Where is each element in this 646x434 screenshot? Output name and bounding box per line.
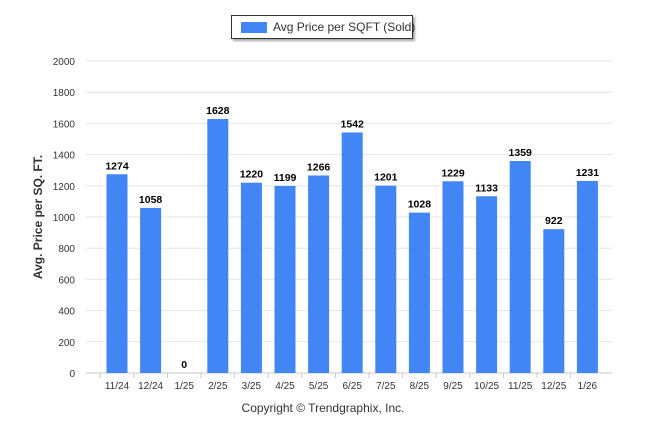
- bar: [240, 182, 262, 373]
- data-label: 1058: [139, 194, 163, 206]
- x-tick-label: 3/25: [242, 381, 262, 392]
- x-tick-label: 12/25: [541, 381, 566, 392]
- data-label: 1359: [509, 147, 533, 159]
- y-tick-label: 600: [58, 275, 75, 286]
- x-tick-label: 4/25: [275, 381, 295, 392]
- bar: [576, 180, 598, 373]
- x-tick-label: 1/25: [174, 381, 194, 392]
- y-tick-label: 1600: [53, 119, 76, 130]
- legend-label: Avg Price per SQFT (Sold): [273, 20, 416, 34]
- y-tick-label: 1000: [53, 213, 76, 224]
- data-label: 1220: [240, 169, 264, 181]
- y-tick-label: 2000: [53, 57, 76, 68]
- x-tick-label: 1/26: [578, 381, 598, 392]
- legend: Avg Price per SQFT (Sold): [231, 15, 416, 39]
- y-tick-label: 800: [58, 244, 75, 255]
- y-tick-label: 200: [58, 338, 75, 349]
- data-label: 1266: [307, 162, 331, 174]
- bar: [509, 160, 531, 373]
- data-label: 1133: [475, 182, 498, 194]
- x-tick-label: 9/25: [443, 381, 463, 392]
- legend-swatch: [241, 22, 267, 33]
- y-tick-label: 1200: [53, 182, 76, 193]
- bar: [476, 196, 498, 373]
- x-tick-label: 11/25: [508, 381, 533, 392]
- x-tick-label: 5/25: [309, 381, 329, 392]
- x-tick-label: 2/25: [208, 381, 228, 392]
- y-tick-label: 1400: [53, 151, 76, 162]
- bar: [106, 174, 128, 373]
- bar: [140, 207, 162, 373]
- y-tick-label: 0: [69, 369, 75, 380]
- bar: [341, 132, 363, 373]
- bar: [274, 185, 296, 373]
- data-label: 1028: [408, 199, 432, 211]
- data-label: 1231: [576, 167, 600, 179]
- bar: [375, 185, 397, 373]
- bar: [308, 175, 330, 373]
- x-tick-label: 10/25: [474, 381, 499, 392]
- data-label: 1274: [105, 160, 129, 172]
- data-label: 1229: [441, 167, 465, 179]
- data-label: 1628: [206, 105, 230, 117]
- x-tick-label: 8/25: [410, 381, 430, 392]
- data-label: 0: [181, 359, 187, 371]
- x-tick-label: 12/24: [138, 381, 163, 392]
- x-tick-label: 7/25: [376, 381, 396, 392]
- y-tick-label: 1800: [53, 88, 76, 99]
- y-axis-title: Avg. Price per SQ. FT.: [31, 155, 45, 279]
- x-tick-label: 6/25: [342, 381, 362, 392]
- y-tick-label: 400: [58, 307, 75, 318]
- data-label: 922: [545, 215, 563, 227]
- bar: [408, 212, 430, 373]
- copyright-text: Copyright © Trendgraphix, Inc.: [241, 401, 405, 415]
- bar: [442, 181, 464, 373]
- bar: [543, 229, 565, 373]
- data-label: 1199: [274, 172, 297, 184]
- data-label: 1542: [341, 118, 365, 130]
- bar: [207, 119, 229, 373]
- data-label: 1201: [374, 172, 398, 184]
- x-tick-label: 11/24: [105, 381, 130, 392]
